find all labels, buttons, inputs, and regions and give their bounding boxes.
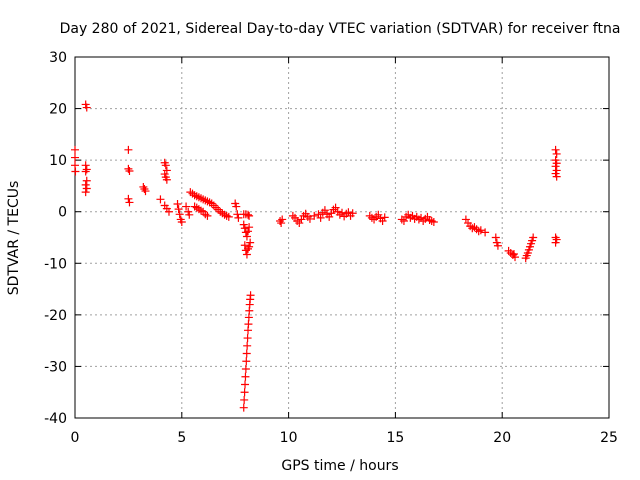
- data-point: [305, 214, 314, 223]
- data-point: [224, 212, 233, 221]
- data-point: [242, 250, 251, 259]
- data-point: [241, 365, 250, 374]
- data-point: [162, 175, 171, 184]
- data-point: [82, 176, 91, 185]
- data-point: [244, 227, 253, 236]
- data-point: [380, 213, 389, 222]
- data-point: [232, 202, 241, 211]
- data-point: [177, 218, 186, 227]
- data-point: [244, 244, 253, 253]
- data-point: [310, 211, 319, 220]
- data-point: [139, 182, 148, 191]
- data-point: [124, 194, 133, 203]
- data-point: [82, 184, 91, 193]
- x-tick-label: 0: [71, 430, 80, 446]
- data-point: [81, 180, 90, 189]
- y-tick-label: -30: [44, 359, 67, 375]
- data-point: [241, 372, 250, 381]
- data-point: [429, 218, 438, 227]
- x-tick-label: 10: [280, 430, 298, 446]
- data-point: [140, 185, 149, 194]
- data-point: [246, 238, 255, 247]
- data-point: [244, 320, 253, 329]
- data-point: [174, 205, 183, 214]
- data-point: [243, 334, 252, 343]
- data-point: [552, 172, 561, 181]
- data-point: [551, 162, 560, 171]
- x-tick-label: 15: [386, 430, 404, 446]
- data-point: [71, 145, 79, 154]
- data-point: [244, 210, 253, 219]
- data-point: [551, 238, 560, 247]
- data-point: [245, 242, 254, 251]
- data-point: [71, 153, 79, 162]
- y-tick-label: -20: [44, 308, 67, 324]
- data-point: [124, 145, 133, 154]
- data-point: [240, 395, 249, 404]
- data-point: [164, 207, 173, 216]
- data-point: [242, 232, 251, 241]
- data-point: [125, 166, 134, 175]
- y-tick-label: 10: [49, 153, 67, 169]
- data-points: [71, 100, 561, 412]
- y-tick-label: 0: [58, 205, 67, 221]
- data-point: [173, 199, 182, 208]
- data-point: [316, 213, 325, 222]
- data-point: [203, 211, 212, 220]
- data-point: [242, 357, 251, 366]
- x-tick-label: 20: [493, 430, 511, 446]
- data-point: [141, 187, 150, 196]
- data-point: [182, 202, 191, 211]
- y-tick-label: 30: [49, 50, 67, 66]
- data-point: [185, 210, 194, 219]
- data-point: [243, 341, 252, 350]
- data-point: [476, 226, 485, 235]
- x-axis-label: GPS time / hours: [281, 458, 398, 474]
- data-point: [278, 215, 287, 224]
- data-point: [82, 165, 91, 174]
- data-point: [331, 203, 340, 212]
- data-point: [245, 211, 254, 220]
- data-point: [81, 167, 90, 176]
- data-point: [348, 209, 357, 218]
- data-point: [244, 313, 253, 322]
- data-point: [240, 388, 249, 397]
- tick-labels: -40 -30 -20 -10 0 10 20 30 0 5 10 15 20 25: [44, 50, 618, 446]
- x-tick-label: 25: [600, 430, 618, 446]
- data-point: [320, 206, 329, 215]
- data-point: [551, 145, 560, 154]
- data-point: [481, 228, 490, 237]
- data-point: [161, 161, 170, 170]
- data-point: [399, 216, 408, 225]
- data-point: [241, 380, 250, 389]
- data-point: [82, 103, 91, 112]
- data-point: [81, 188, 90, 197]
- data-point: [529, 233, 538, 242]
- x-tick-label: 5: [177, 430, 186, 446]
- data-point: [245, 223, 254, 232]
- data-point: [234, 213, 243, 222]
- y-tick-label: 20: [49, 102, 67, 118]
- data-point: [175, 210, 184, 219]
- chart-title: Day 280 of 2021, Sidereal Day-to-day VTE…: [60, 21, 621, 37]
- plot-frame: [74, 56, 610, 419]
- data-point: [493, 241, 502, 250]
- data-point: [124, 164, 133, 173]
- data-point: [71, 167, 80, 176]
- data-point: [239, 220, 248, 229]
- data-point: [242, 349, 251, 358]
- y-tick-label: -10: [44, 256, 67, 272]
- data-point: [491, 233, 500, 242]
- data-point: [156, 195, 165, 204]
- data-point: [239, 403, 248, 412]
- y-tick-label: -40: [44, 411, 67, 427]
- y-axis-label: SDTVAR / TECUs: [6, 181, 22, 296]
- data-point: [277, 219, 286, 228]
- data-point: [552, 149, 561, 158]
- data-point: [246, 291, 255, 300]
- data-point: [509, 250, 518, 259]
- data-point: [125, 198, 134, 207]
